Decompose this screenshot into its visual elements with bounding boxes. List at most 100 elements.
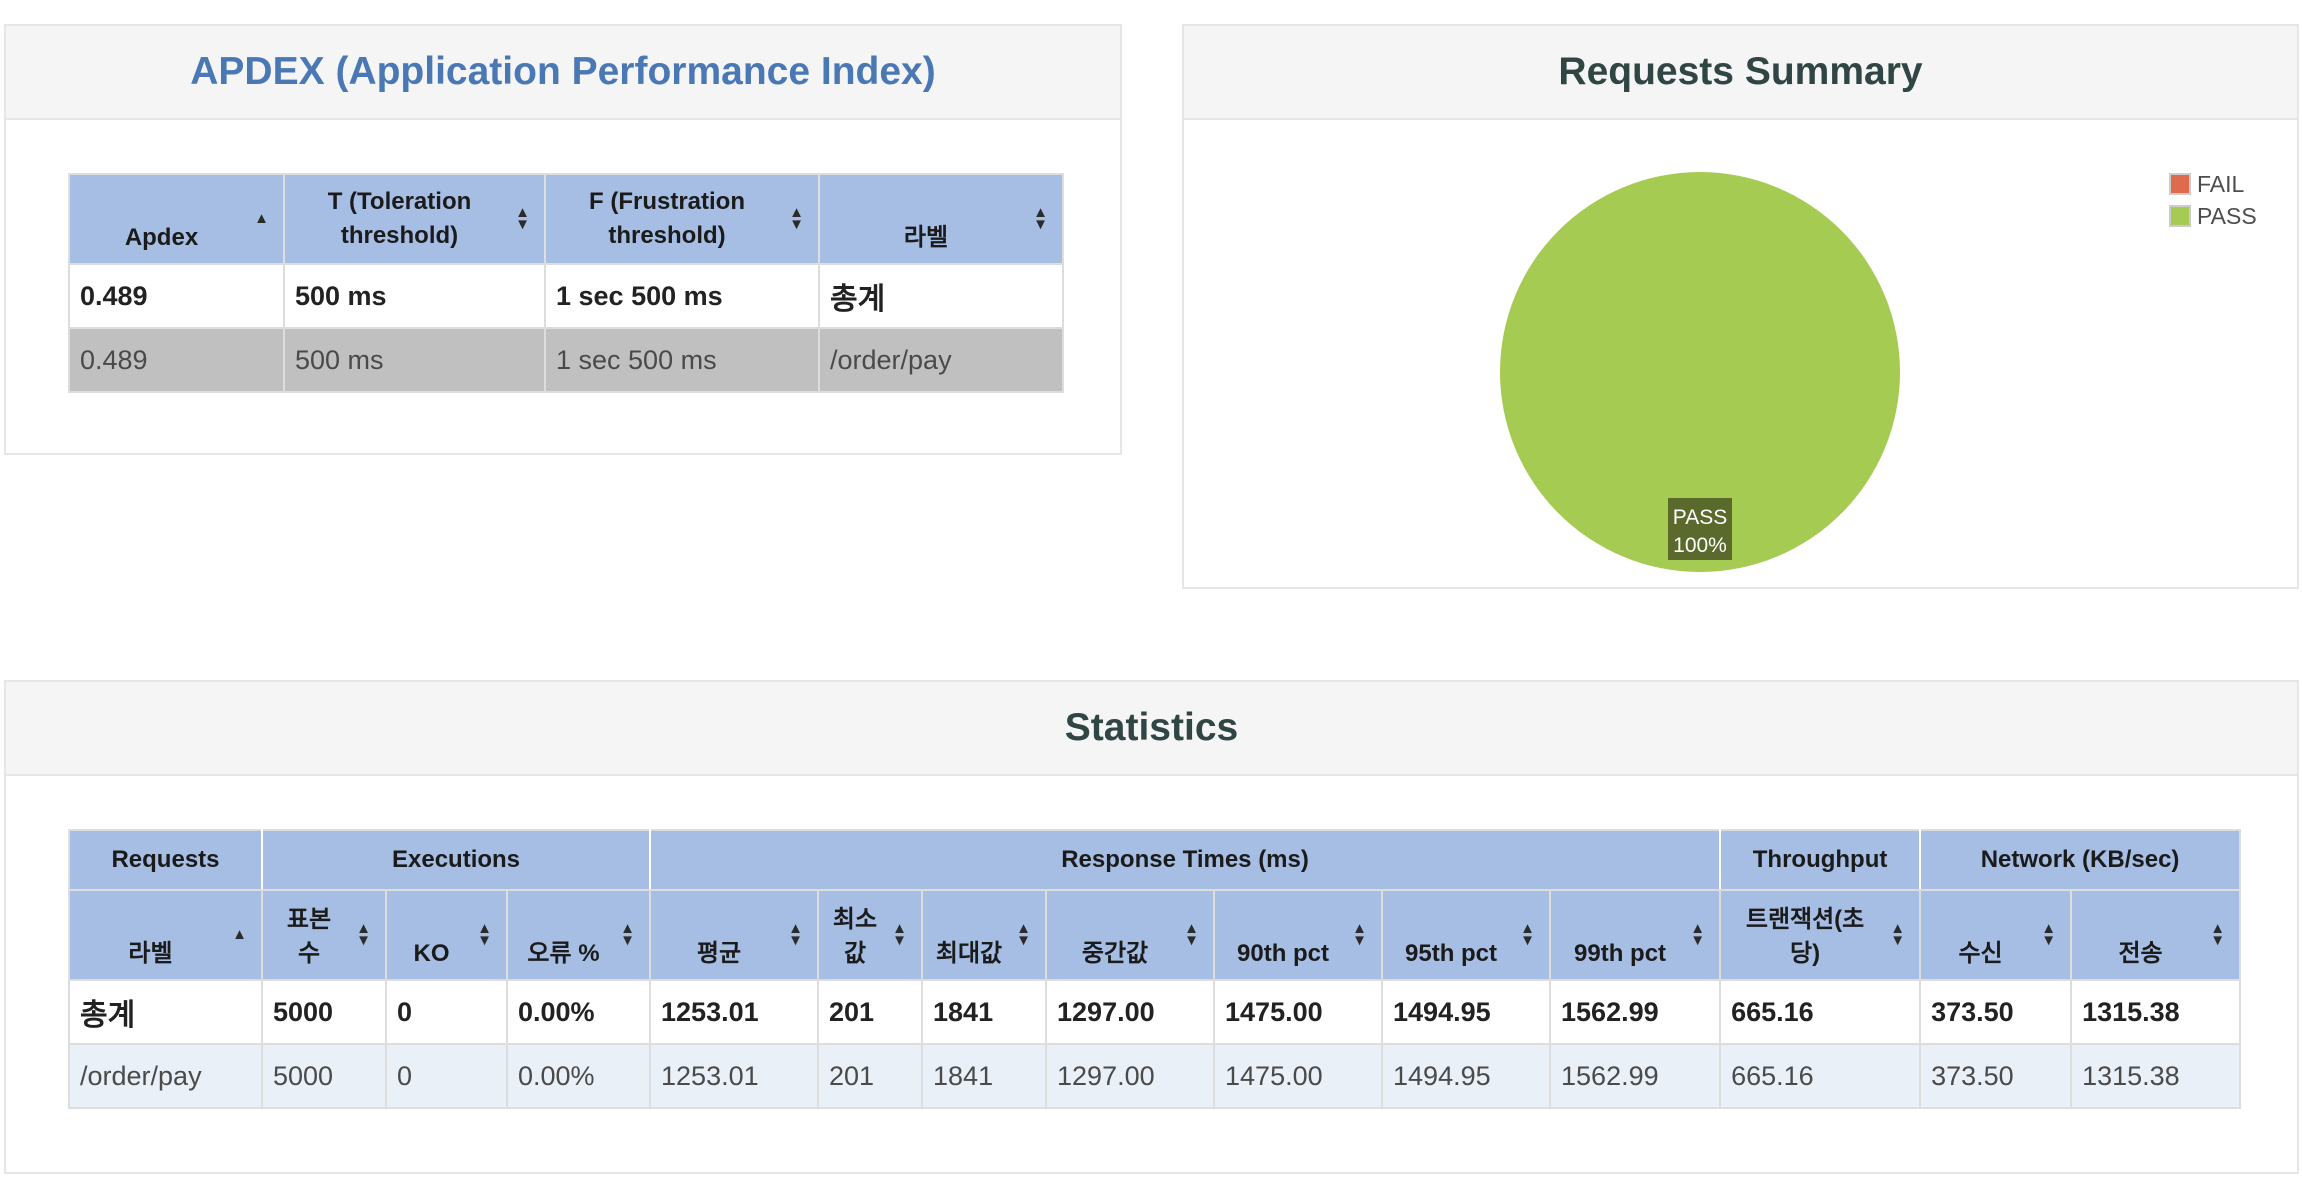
stats-col-header[interactable]: 라벨 ▲	[68, 889, 263, 981]
stats-col-header[interactable]: 최소값 ▲ ▼	[817, 889, 924, 981]
sort-icon: ▲ ▼	[1184, 920, 1200, 949]
table-cell: 1315.38	[2070, 1043, 2242, 1109]
pie-data-label-percent: 100%	[1673, 534, 1727, 557]
pie-slice-pass[interactable]	[1500, 172, 1900, 572]
stats-col-header[interactable]: 평균 ▲ ▼	[649, 889, 820, 981]
pie-data-label-bg	[1668, 498, 1732, 560]
apdex-col-frustration[interactable]: F (Frustration threshold) ▲ ▼	[544, 173, 820, 265]
sort-icon: ▲ ▼	[2041, 920, 2057, 949]
stats-col-header[interactable]: 오류 % ▲ ▼	[505, 889, 652, 981]
stats-col-header[interactable]: 90th pct ▲ ▼	[1213, 889, 1384, 981]
apdex-table-body: 0.489 500 ms 1 sec 500 ms 총계 0.489 500 ms 1 se…	[68, 263, 1064, 393]
table-cell: 1253.01	[649, 979, 820, 1045]
statistics-panel-heading: Statistics	[6, 682, 2297, 776]
apdex-table: Apdex ▲ T (Toleration threshold) ▲ ▼ F (F…	[68, 173, 1064, 393]
table-cell: 1475.00	[1213, 979, 1384, 1045]
table-cell: 1494.95	[1381, 979, 1552, 1045]
table-cell: 1475.00	[1213, 1043, 1384, 1109]
table-row[interactable]: /order/pay 5000 0 0.00% 1253.01 201 1841 1297.0…	[68, 1043, 2242, 1109]
pie-chart: PASS 100%	[1500, 172, 1900, 572]
stats-col-header[interactable]: KO ▲ ▼	[385, 889, 508, 981]
table-cell: 0.00%	[505, 1043, 652, 1109]
legend-item-pass[interactable]: PASS	[2169, 200, 2257, 232]
stats-col-header[interactable]: 트랜잭션(초당) ▲ ▼	[1719, 889, 1922, 981]
apdex-col-apdex[interactable]: Apdex ▲	[68, 173, 285, 265]
stats-col-header[interactable]: 중간값 ▲ ▼	[1045, 889, 1216, 981]
legend-swatch-fail	[2169, 173, 2191, 195]
table-cell: 201	[817, 979, 924, 1045]
stats-col-header-label: 99th pct	[1574, 940, 1667, 967]
sort-icon: ▲ ▼	[1016, 920, 1032, 949]
table-cell: 1297.00	[1045, 1043, 1216, 1109]
table-cell: 1297.00	[1045, 979, 1216, 1045]
statistics-panel: Statistics Requests Executions Response …	[4, 680, 2299, 1174]
stats-col-header-label: KO	[413, 940, 450, 967]
sort-icon: ▲ ▼	[1520, 920, 1536, 949]
group-requests: Requests	[68, 829, 263, 891]
table-cell: 1562.99	[1549, 979, 1722, 1045]
table-row[interactable]: 총계 5000 0 0.00% 1253.01 201 1841 1297.00 1475.00…	[68, 979, 2242, 1045]
table-cell: 총계	[68, 979, 263, 1045]
summary-panel-heading: Requests Summary	[1184, 26, 2297, 120]
stats-col-header[interactable]: 수신 ▲ ▼	[1919, 889, 2073, 981]
group-executions: Executions	[260, 829, 652, 891]
apdex-panel-heading: APDEX (Application Performance Index)	[6, 26, 1120, 120]
group-network: Network (KB/sec)	[1919, 829, 2242, 891]
statistics-title: Statistics	[1064, 706, 1239, 749]
sort-icon: ▲ ▼	[2210, 920, 2226, 949]
apdex-col-label[interactable]: 라벨 ▲ ▼	[818, 173, 1064, 265]
table-cell: 500 ms	[283, 327, 546, 393]
table-row[interactable]: 0.489 500 ms 1 sec 500 ms 총계	[68, 263, 1064, 329]
apdex-col-frustration-label: F (Frustration threshold)	[589, 188, 745, 249]
requests-summary-panel: Requests Summary PASS 100% FAIL PASS	[1182, 24, 2299, 589]
sort-icon: ▲ ▼	[356, 920, 371, 949]
table-cell: /order/pay	[68, 1043, 263, 1109]
table-cell: 373.50	[1919, 1043, 2073, 1109]
table-cell: /order/pay	[818, 327, 1064, 393]
legend-label-fail: FAIL	[2197, 170, 2245, 197]
table-cell: 1253.01	[649, 1043, 820, 1109]
apdex-col-toleration[interactable]: T (Toleration threshold) ▲ ▼	[283, 173, 546, 265]
apdex-col-toleration-label: T (Toleration threshold)	[327, 188, 472, 249]
legend-item-fail[interactable]: FAIL	[2169, 168, 2257, 200]
table-cell: 1315.38	[2070, 979, 2242, 1045]
table-cell: 0.00%	[505, 979, 652, 1045]
summary-title: Requests Summary	[1558, 50, 1923, 93]
stats-col-header-label: 트랜잭션(초당)	[1745, 906, 1865, 967]
table-cell: 총계	[818, 263, 1064, 329]
sort-icon: ▲ ▼	[789, 204, 804, 233]
table-cell: 0	[385, 979, 508, 1045]
stats-col-header[interactable]: 표본 수 ▲ ▼	[261, 889, 387, 981]
table-cell: 0.489	[68, 263, 285, 329]
group-response-times: Response Times (ms)	[649, 829, 1722, 891]
sort-icon: ▲ ▼	[1890, 920, 1906, 949]
stats-col-header-label: 최소값	[832, 906, 878, 967]
sort-asc-icon: ▲	[232, 926, 247, 943]
statistics-header-row: 라벨 ▲ 표본 수 ▲ ▼ KO ▲ ▼ 오류 % ▲ ▼ 평균 ▲ ▼ 최소값 ▲ ▼ 최대값 ▲ ▼ 중간값 ▲ ▼ 90…	[68, 889, 2242, 981]
stats-col-header[interactable]: 95th pct ▲ ▼	[1381, 889, 1552, 981]
sort-icon: ▲ ▼	[1033, 204, 1048, 233]
apdex-col-label-label: 라벨	[903, 224, 949, 251]
sort-icon: ▲ ▼	[515, 204, 530, 233]
stats-col-header-label: 오류 %	[527, 940, 600, 967]
apdex-panel: APDEX (Application Performance Index) Ap…	[4, 24, 1122, 455]
table-row[interactable]: 0.489 500 ms 1 sec 500 ms/order/pay	[68, 327, 1064, 393]
stats-col-header-label: 수신	[1958, 940, 2003, 967]
sort-icon: ▲ ▼	[477, 920, 492, 949]
stats-col-header-label: 90th pct	[1237, 940, 1330, 967]
sort-icon: ▲ ▼	[1352, 920, 1368, 949]
sort-icon: ▲ ▼	[892, 920, 908, 949]
group-throughput: Throughput	[1719, 829, 1922, 891]
stats-col-header[interactable]: 최대값 ▲ ▼	[921, 889, 1048, 981]
sort-icon: ▲ ▼	[788, 920, 804, 949]
table-cell: 500 ms	[283, 263, 546, 329]
table-cell: 1494.95	[1381, 1043, 1552, 1109]
stats-col-header-label: 표본 수	[286, 906, 332, 967]
table-cell: 1562.99	[1549, 1043, 1722, 1109]
stats-col-header[interactable]: 전송 ▲ ▼	[2070, 889, 2242, 981]
apdex-title: APDEX (Application Performance Index)	[190, 50, 936, 93]
sort-asc-icon: ▲	[254, 210, 269, 227]
statistics-table-body: 총계 5000 0 0.00% 1253.01 201 1841 1297.00 1475.00…	[68, 979, 2242, 1109]
stats-col-header[interactable]: 99th pct ▲ ▼	[1549, 889, 1722, 981]
pie-data-label-name: PASS	[1673, 506, 1727, 529]
